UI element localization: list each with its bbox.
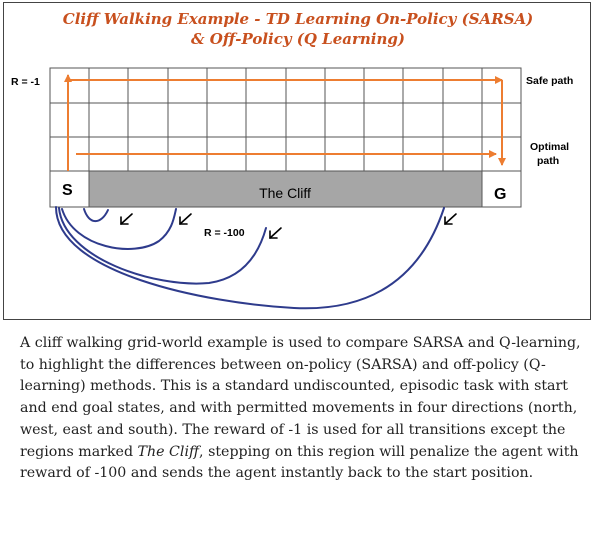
fall-curve bbox=[61, 208, 177, 250]
figure-title-line1: Cliff Walking Example - TD Learning On-P… bbox=[62, 10, 534, 28]
start-state-label: S bbox=[62, 182, 73, 199]
safe-path-label: Safe path bbox=[526, 75, 573, 87]
fall-curve bbox=[83, 208, 109, 223]
cliff-walking-diagram: R = -1 Safe path Optimal path S G The Cl… bbox=[11, 67, 573, 310]
figure-title: Cliff Walking Example - TD Learning On-P… bbox=[4, 9, 592, 49]
fall-curve bbox=[58, 207, 267, 285]
caption-text-end: , stepping on this region will penalize … bbox=[20, 443, 579, 482]
cliff-region bbox=[88, 170, 483, 208]
figure-title-line2: & Off-Policy (Q Learning) bbox=[190, 30, 405, 48]
penalty-arrow bbox=[444, 213, 457, 225]
cliff-walking-figure: R = -1 Safe path Optimal path S G The Cl… bbox=[3, 2, 591, 320]
goal-state-label: G bbox=[494, 186, 506, 203]
fall-curves bbox=[55, 206, 445, 310]
caption-text: A cliff walking grid-world example is us… bbox=[20, 335, 581, 460]
penalty-arrow bbox=[269, 227, 282, 239]
caption-emphasis: The Cliff bbox=[137, 443, 200, 460]
optimal-path-label-line2: path bbox=[537, 155, 559, 167]
cliff-reward-label: R = -100 bbox=[204, 227, 245, 239]
step-reward-label: R = -1 bbox=[11, 76, 40, 88]
optimal-path-label: Optimal bbox=[530, 141, 569, 153]
penalty-arrow bbox=[120, 213, 133, 225]
cliff-label: The Cliff bbox=[259, 185, 311, 201]
penalty-arrows bbox=[120, 213, 457, 239]
fall-curve bbox=[55, 206, 445, 310]
penalty-arrow bbox=[179, 213, 192, 225]
paths bbox=[64, 74, 506, 171]
caption-paragraph: A cliff walking grid-world example is us… bbox=[20, 333, 585, 485]
